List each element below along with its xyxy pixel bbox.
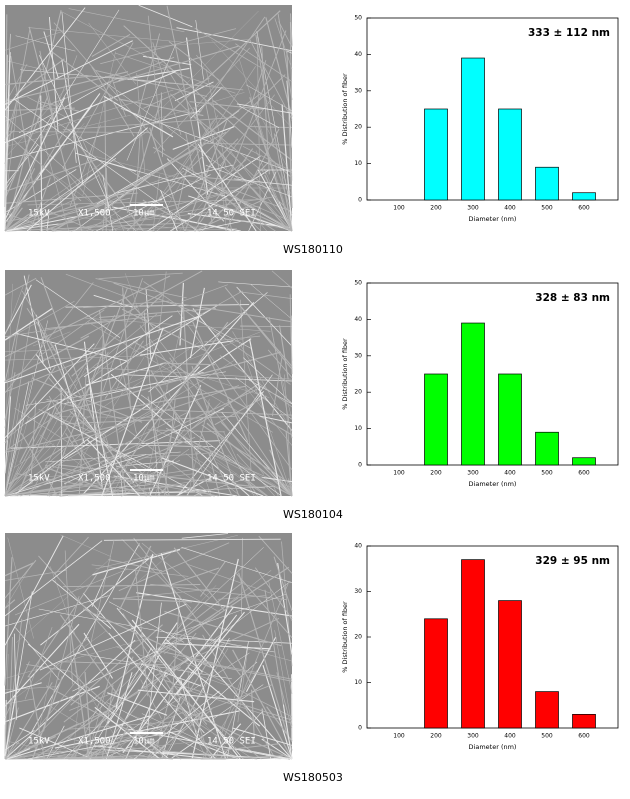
plot-frame <box>367 18 618 200</box>
x-tick-label: 500 <box>541 470 553 477</box>
bar <box>536 432 559 465</box>
sem-overlay-text: X1,500 <box>78 474 111 484</box>
caption: WS180110 <box>283 243 343 256</box>
x-tick-label: 400 <box>504 470 516 477</box>
y-tick-label: 20 <box>354 389 362 396</box>
sem-overlay-text: 14 50 SEI <box>207 737 256 747</box>
y-tick-label: 0 <box>358 462 362 469</box>
bar <box>573 714 596 728</box>
y-axis-label: % Distribution of fiber <box>341 73 349 145</box>
bar <box>462 323 485 465</box>
bar <box>536 692 559 728</box>
bar <box>573 193 596 200</box>
y-tick-label: 30 <box>354 588 362 595</box>
bar <box>425 374 448 465</box>
y-tick-label: 10 <box>354 679 362 686</box>
x-tick-label: 600 <box>578 470 590 477</box>
y-tick-label: 0 <box>358 197 362 204</box>
caption: WS180503 <box>283 771 343 784</box>
y-tick-label: 40 <box>354 543 362 550</box>
x-tick-label: 200 <box>430 470 442 477</box>
y-tick-label: 10 <box>354 160 362 167</box>
x-tick-label: 300 <box>467 205 479 212</box>
bar <box>425 109 448 200</box>
x-tick-label: 500 <box>541 733 553 740</box>
y-tick-label: 50 <box>354 15 362 22</box>
annotation: 333 ± 112 nm <box>528 27 610 39</box>
y-tick-label: 20 <box>354 124 362 131</box>
y-tick-label: 50 <box>354 280 362 287</box>
bar <box>462 560 485 728</box>
y-tick-label: 10 <box>354 425 362 432</box>
y-tick-label: 30 <box>354 87 362 94</box>
y-tick-label: 30 <box>354 352 362 359</box>
sem-image: 15kV X1,500 10μm 14 50 SEI <box>5 533 292 759</box>
sem-image: 15kV X1,500 10μm 14 50 SEI <box>5 270 292 496</box>
bar <box>499 601 522 728</box>
x-tick-label: 300 <box>467 733 479 740</box>
bar <box>573 458 596 465</box>
sem-overlay-text: 15kV <box>28 474 50 484</box>
annotation: 329 ± 95 nm <box>535 555 610 567</box>
sem-overlay-text: 15kV <box>28 737 50 747</box>
x-tick-label: 100 <box>393 205 405 212</box>
x-axis-label: Diameter (nm) <box>469 215 517 223</box>
y-tick-label: 20 <box>354 634 362 641</box>
x-tick-label: 500 <box>541 205 553 212</box>
x-tick-label: 100 <box>393 470 405 477</box>
plot-frame <box>367 283 618 465</box>
x-axis-label: Diameter (nm) <box>469 743 517 751</box>
x-tick-label: 200 <box>430 733 442 740</box>
bar <box>499 374 522 465</box>
bar <box>425 619 448 728</box>
sem-overlay-text: X1,500 <box>78 737 111 747</box>
x-tick-label: 600 <box>578 733 590 740</box>
x-tick-label: 400 <box>504 205 516 212</box>
x-tick-label: 300 <box>467 470 479 477</box>
bar <box>499 109 522 200</box>
sem-overlay-text: X1,500 <box>78 209 111 219</box>
sem-overlay-text: 10μm <box>133 474 155 484</box>
sem-image: 15kV X1,500 10μm 14 50 SEI <box>5 5 292 231</box>
x-tick-label: 600 <box>578 205 590 212</box>
bar <box>536 167 559 200</box>
bar <box>462 58 485 200</box>
plot-frame <box>367 546 618 728</box>
sem-overlay-text: 15kV <box>28 209 50 219</box>
sem-overlay-text: 14 50 SEI <box>207 474 256 484</box>
x-tick-label: 400 <box>504 733 516 740</box>
y-tick-label: 40 <box>354 316 362 323</box>
annotation: 328 ± 83 nm <box>535 292 610 304</box>
x-axis-label: Diameter (nm) <box>469 480 517 488</box>
caption: WS180104 <box>283 508 343 521</box>
y-axis-label: % Distribution of fiber <box>341 338 349 410</box>
x-tick-label: 100 <box>393 733 405 740</box>
y-tick-label: 0 <box>358 725 362 732</box>
sem-overlay-text: 10μm <box>133 209 155 219</box>
y-tick-label: 40 <box>354 51 362 58</box>
x-tick-label: 200 <box>430 205 442 212</box>
sem-overlay-text: 10μm <box>133 737 155 747</box>
sem-overlay-text: 14 50 SEI <box>207 209 256 219</box>
y-axis-label: % Distribution of fiber <box>341 601 349 673</box>
